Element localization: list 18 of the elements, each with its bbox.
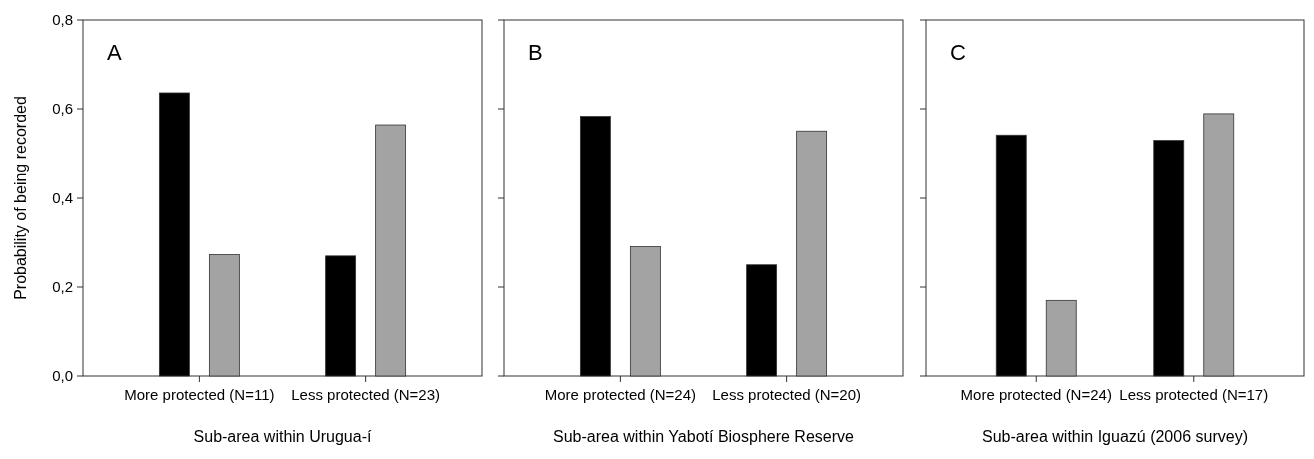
y-tick-label: 0,4 xyxy=(52,189,73,207)
x-axis-title: Sub-area within Iguazú (2006 survey) xyxy=(982,428,1248,445)
x-axis-title: Sub-area within Urugua-í xyxy=(193,428,372,445)
y-axis-title: Probability of being recorded xyxy=(12,96,29,300)
x-axis-title: Sub-area within Yabotí Biosphere Reserve xyxy=(553,428,855,445)
x-tick-label: Less protected (N=20) xyxy=(712,386,862,403)
x-tick-label: More protected (N=24) xyxy=(544,386,697,403)
y-tick-label: 0,8 xyxy=(52,11,73,29)
x-tick-label: More protected (N=11) xyxy=(124,386,275,403)
x-tick-label: Less protected (N=17) xyxy=(1119,386,1269,403)
y-tick-label: 0,0 xyxy=(52,367,73,385)
y-tick-label: 0,2 xyxy=(52,278,73,296)
annotation: C xyxy=(950,40,966,65)
annotation: A xyxy=(107,40,122,65)
x-tick-label: More protected (N=24) xyxy=(960,386,1112,403)
x-tick-label: Less protected (N=23) xyxy=(291,386,441,403)
annotation: B xyxy=(528,40,543,65)
y-tick-label: 0,6 xyxy=(52,100,73,118)
